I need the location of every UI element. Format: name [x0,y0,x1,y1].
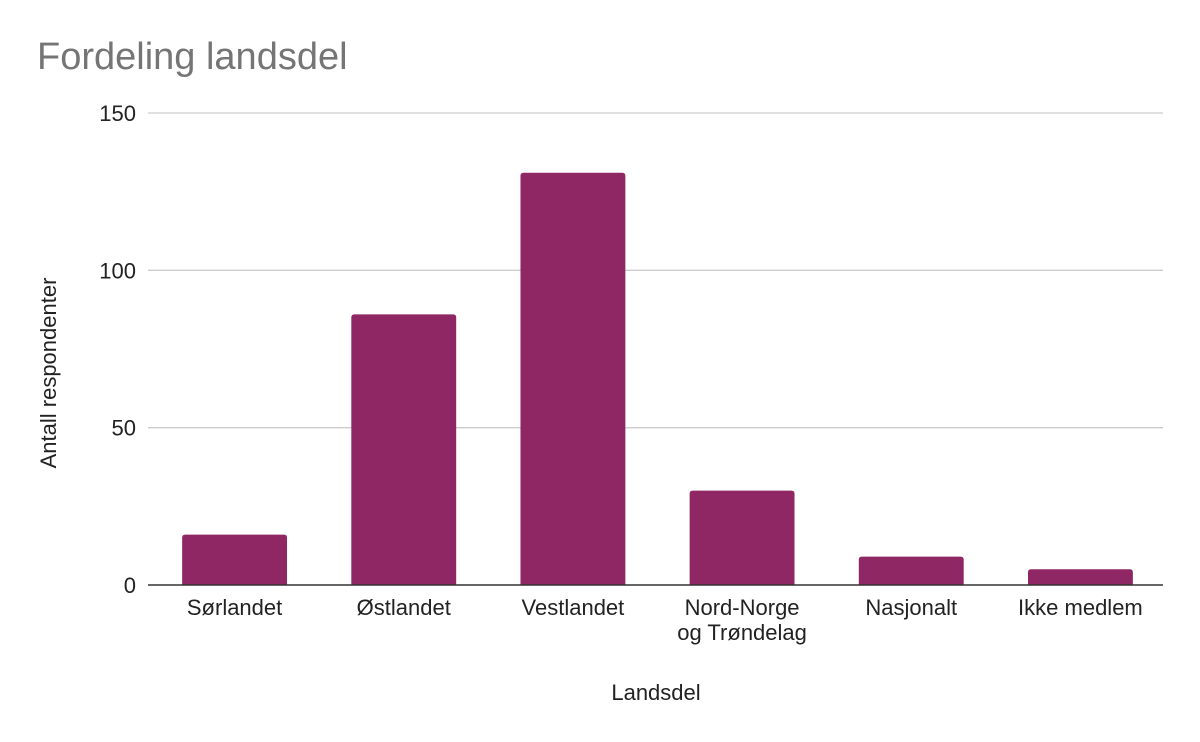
bar [858,556,964,585]
x-axis-title: Landsdel [611,680,700,705]
x-tick-label: Ikke medlem [1018,595,1143,620]
bar [1027,569,1133,585]
bar [520,172,626,585]
x-tick-label: Østlandet [357,595,451,620]
y-axis-title: Antall respondenter [36,278,61,469]
bars [182,172,1133,585]
x-tick-labels: Sørlandet Østlandet Vestlandet Nord-Norge og… [187,595,1143,645]
x-tick-label: Vestlandet [522,595,625,620]
x-tick-label-line: og Trøndelag [677,620,807,645]
x-tick-label-line: Vestlandet [522,595,625,620]
y-tick-labels: 0 50 100 150 [99,101,136,598]
x-tick-label: Nord-Norge og Trøndelag [677,595,807,645]
chart-title: Fordeling landsdel [37,36,348,78]
x-tick-label: Sørlandet [187,595,282,620]
x-tick-label-line: Ikke medlem [1018,595,1143,620]
bar [689,490,795,585]
y-tick-label: 150 [99,101,136,126]
x-tick-label-line: Østlandet [357,595,451,620]
gridlines [148,112,1163,429]
x-tick-label-line: Nasjonalt [865,595,957,620]
x-tick-label-line: Sørlandet [187,595,282,620]
y-tick-label: 100 [99,258,136,283]
y-tick-label: 50 [112,416,136,441]
y-tick-label: 0 [124,573,136,598]
x-tick-label-line: Nord-Norge [685,595,800,620]
x-tick-label: Nasjonalt [865,595,957,620]
bar [351,314,457,585]
bar [182,534,288,585]
